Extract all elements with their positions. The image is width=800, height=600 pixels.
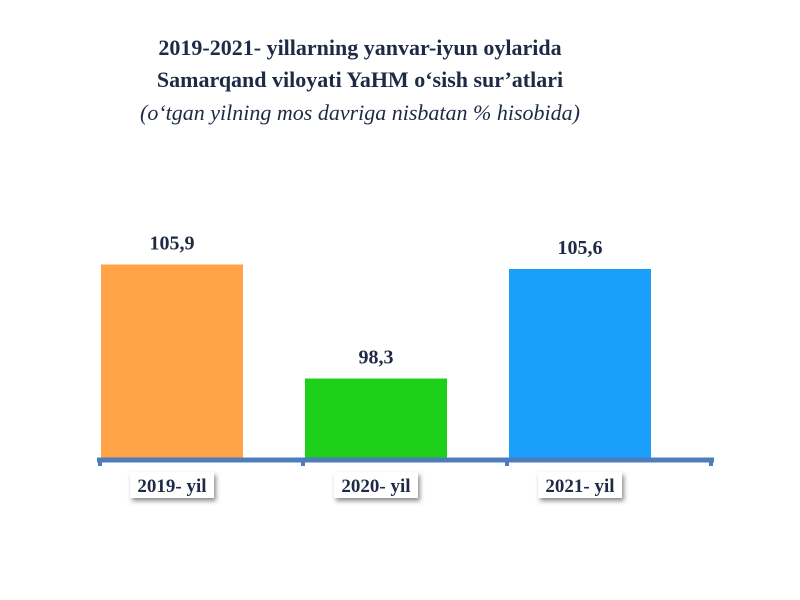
chart-title-line-1: 2019-2021- yillarning yanvar-iyun oylari… <box>158 35 562 60</box>
category-label-box-1 <box>130 472 214 498</box>
chart-title-block: 2019-2021- yillarning yanvar-iyun oylari… <box>0 32 720 130</box>
category-label-3: 2021- yil <box>545 476 614 497</box>
value-label-3: 105,6 <box>558 237 603 259</box>
chart-title-line-2: Samarqand viloyati YaHM o‘sish sur’atlar… <box>156 67 564 92</box>
bar-3 <box>509 269 651 458</box>
value-label-1: 105,9 <box>150 233 195 255</box>
bar-2 <box>305 378 447 458</box>
category-label-2: 2020- yil <box>341 476 410 497</box>
chart-subtitle: (o‘tgan yilning mos davriga nisbatan % h… <box>140 100 580 125</box>
value-label-2: 98,3 <box>359 347 394 369</box>
bar-1 <box>101 264 243 458</box>
category-label-box-3 <box>538 472 622 498</box>
category-label-box-2 <box>334 472 418 498</box>
category-label-1: 2019- yil <box>137 476 206 497</box>
